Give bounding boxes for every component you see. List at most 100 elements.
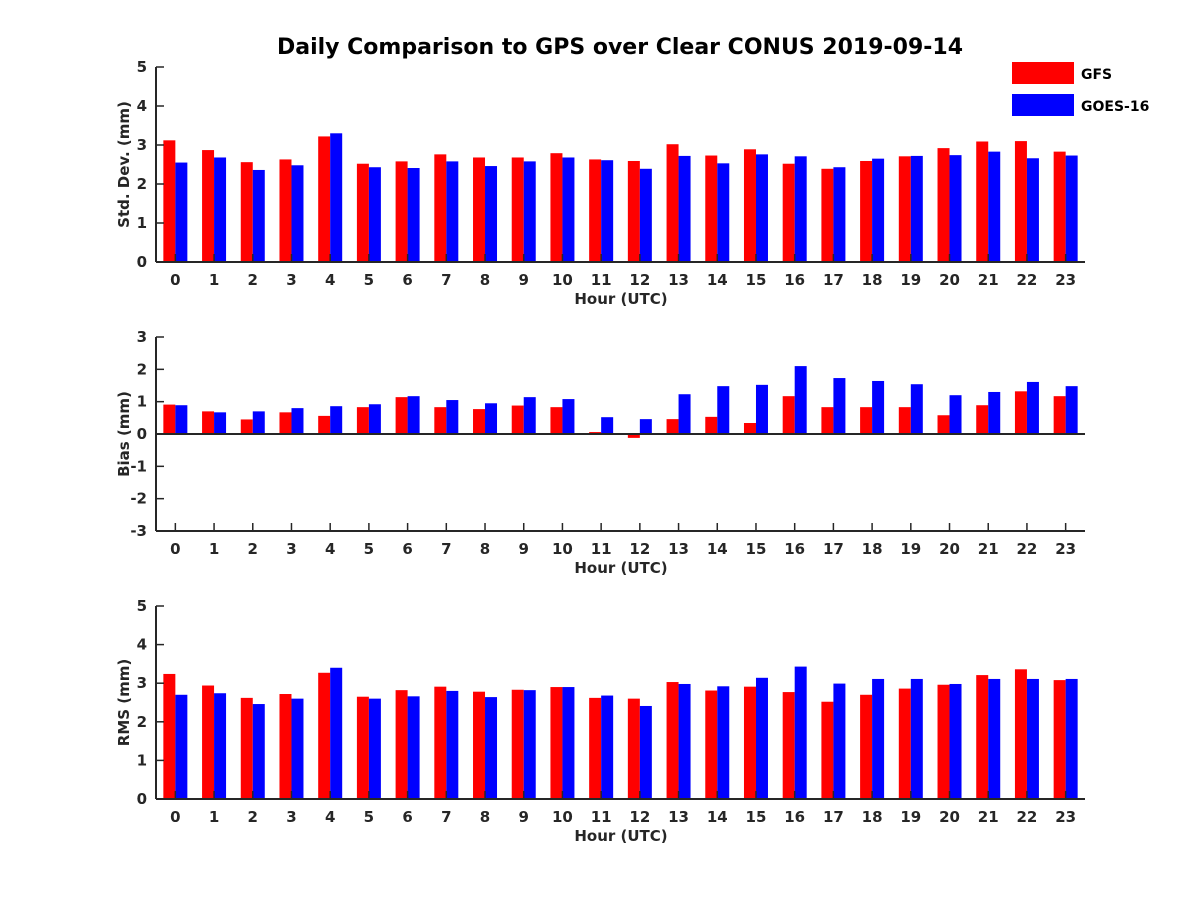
std-dev-bar-gfs-hour-1 bbox=[202, 150, 215, 262]
std-dev-bar-goes16-hour-13 bbox=[678, 155, 691, 262]
std-dev-bar-goes16-hour-18 bbox=[872, 158, 885, 262]
bias-bar-goes16-hour-14 bbox=[717, 386, 730, 434]
bias-bar-gfs-hour-23 bbox=[1053, 396, 1066, 434]
std-dev-x-tick-label: 2 bbox=[248, 271, 258, 289]
bias-x-axis-label: Hour (UTC) bbox=[574, 559, 667, 577]
rms-bar-goes16-hour-6 bbox=[407, 696, 420, 799]
bias-bar-goes16-hour-11 bbox=[601, 417, 614, 434]
rms-x-tick-label: 22 bbox=[1017, 808, 1038, 826]
std-dev-bar-gfs-hour-6 bbox=[395, 161, 408, 262]
std-dev-x-tick-label: 15 bbox=[746, 271, 767, 289]
std-dev-x-tick-label: 21 bbox=[978, 271, 999, 289]
rms-y-tick-label: 2 bbox=[137, 713, 147, 731]
bias-bar-goes16-hour-9 bbox=[523, 397, 536, 434]
std-dev-bar-gfs-hour-19 bbox=[898, 156, 911, 262]
rms-bar-goes16-hour-0 bbox=[175, 694, 188, 799]
rms-bar-goes16-hour-1 bbox=[214, 693, 227, 799]
std-dev-bar-gfs-hour-3 bbox=[279, 159, 292, 262]
std-dev-bar-gfs-hour-18 bbox=[860, 160, 873, 262]
rms-bar-gfs-hour-23 bbox=[1053, 680, 1066, 799]
rms-bar-goes16-hour-22 bbox=[1026, 678, 1039, 799]
rms-x-tick-label: 3 bbox=[286, 808, 296, 826]
bias-x-tick-label: 12 bbox=[629, 540, 650, 558]
std-dev-y-tick-label: 1 bbox=[137, 214, 147, 232]
bias-bar-gfs-hour-1 bbox=[202, 411, 215, 434]
rms-x-tick-label: 6 bbox=[402, 808, 412, 826]
bias-bar-goes16-hour-19 bbox=[910, 384, 923, 434]
bias-x-tick-label: 17 bbox=[823, 540, 844, 558]
rms-x-tick-label: 2 bbox=[248, 808, 258, 826]
legend-label-goes16: GOES-16 bbox=[1081, 99, 1149, 115]
rms-bar-goes16-hour-15 bbox=[755, 677, 768, 799]
std-dev-x-tick-label: 7 bbox=[441, 271, 451, 289]
bias-bar-goes16-hour-7 bbox=[446, 400, 459, 434]
std-dev-x-tick-label: 6 bbox=[402, 271, 412, 289]
bias-bar-gfs-hour-6 bbox=[395, 397, 408, 434]
std-dev-bar-gfs-hour-16 bbox=[782, 163, 795, 262]
std-dev-bar-gfs-hour-17 bbox=[821, 168, 834, 262]
rms-x-tick-label: 11 bbox=[591, 808, 612, 826]
std-dev-x-tick-label: 22 bbox=[1017, 271, 1038, 289]
std-dev-x-tick-label: 11 bbox=[591, 271, 612, 289]
rms-bar-gfs-hour-10 bbox=[550, 687, 563, 799]
std-dev-bar-gfs-hour-12 bbox=[627, 160, 640, 262]
std-dev-bar-gfs-hour-20 bbox=[937, 148, 950, 262]
bias-x-tick-label: 2 bbox=[248, 540, 258, 558]
rms-x-tick-label: 8 bbox=[480, 808, 490, 826]
std-dev-y-tick-label: 0 bbox=[137, 253, 147, 271]
rms-x-tick-label: 7 bbox=[441, 808, 451, 826]
std-dev-bar-goes16-hour-9 bbox=[523, 161, 536, 262]
std-dev-x-tick-label: 14 bbox=[707, 271, 728, 289]
std-dev-x-axis-label: Hour (UTC) bbox=[574, 290, 667, 308]
bias-bar-goes16-hour-17 bbox=[833, 378, 846, 434]
rms-bar-goes16-hour-19 bbox=[910, 678, 923, 799]
bias-bar-goes16-hour-4 bbox=[330, 406, 343, 434]
rms-bar-goes16-hour-2 bbox=[252, 704, 265, 799]
bias-x-tick-label: 0 bbox=[170, 540, 180, 558]
bias-x-tick-label: 8 bbox=[480, 540, 490, 558]
rms-x-tick-label: 15 bbox=[746, 808, 767, 826]
std-dev-bar-gfs-hour-7 bbox=[434, 154, 447, 262]
bias-bar-goes16-hour-13 bbox=[678, 394, 691, 434]
rms-bar-goes16-hour-12 bbox=[639, 705, 652, 799]
std-dev-bar-goes16-hour-21 bbox=[988, 151, 1001, 262]
rms-bar-gfs-hour-9 bbox=[511, 689, 524, 799]
std-dev-bar-gfs-hour-11 bbox=[589, 159, 602, 262]
bias-x-tick-label: 3 bbox=[286, 540, 296, 558]
rms-bar-goes16-hour-21 bbox=[988, 678, 1001, 799]
rms-bar-goes16-hour-11 bbox=[601, 695, 614, 799]
bias-bar-gfs-hour-13 bbox=[666, 419, 679, 434]
rms-x-tick-label: 13 bbox=[668, 808, 689, 826]
rms-x-tick-label: 17 bbox=[823, 808, 844, 826]
bias-bar-gfs-hour-2 bbox=[240, 419, 253, 434]
rms-bar-gfs-hour-14 bbox=[705, 690, 718, 799]
bias-bar-gfs-hour-7 bbox=[434, 407, 447, 434]
std-dev-x-tick-label: 5 bbox=[364, 271, 374, 289]
bias-y-tick-label: 3 bbox=[137, 328, 147, 346]
rms-bar-gfs-hour-18 bbox=[860, 694, 873, 799]
std-dev-x-tick-label: 1 bbox=[209, 271, 219, 289]
std-dev-bar-gfs-hour-10 bbox=[550, 153, 563, 262]
std-dev-bar-goes16-hour-15 bbox=[755, 154, 768, 262]
std-dev-x-tick-label: 13 bbox=[668, 271, 689, 289]
rms-bar-gfs-hour-12 bbox=[627, 698, 640, 799]
std-dev-bar-goes16-hour-14 bbox=[717, 163, 730, 262]
bias-bar-gfs-hour-8 bbox=[473, 409, 486, 434]
rms-bar-goes16-hour-18 bbox=[872, 678, 885, 799]
bias-bar-gfs-hour-10 bbox=[550, 407, 563, 434]
std-dev-bar-goes16-hour-20 bbox=[949, 155, 962, 262]
std-dev-bar-gfs-hour-13 bbox=[666, 144, 679, 262]
bias-bar-gfs-hour-5 bbox=[356, 407, 369, 434]
std-dev-bar-gfs-hour-0 bbox=[163, 140, 176, 262]
std-dev-bar-gfs-hour-8 bbox=[473, 157, 486, 262]
bias-bar-gfs-hour-21 bbox=[976, 405, 989, 434]
std-dev-bar-goes16-hour-6 bbox=[407, 168, 420, 262]
bias-bar-gfs-hour-9 bbox=[511, 405, 524, 434]
rms-bar-goes16-hour-13 bbox=[678, 683, 691, 799]
legend-label-gfs: GFS bbox=[1081, 67, 1112, 83]
bias-bar-goes16-hour-15 bbox=[755, 384, 768, 434]
std-dev-x-tick-label: 8 bbox=[480, 271, 490, 289]
bias-y-tick-label: -1 bbox=[130, 457, 147, 475]
